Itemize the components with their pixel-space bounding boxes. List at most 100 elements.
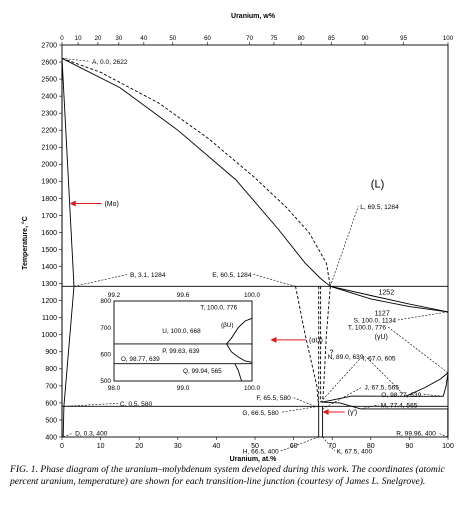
bottom-axis: 0 10 20 30 40 50 60 70 80 90 100 bbox=[60, 437, 454, 450]
point-label: S, 100.0, 1134 bbox=[354, 317, 397, 324]
leader-line bbox=[63, 432, 74, 438]
phase-boundary-line bbox=[61, 57, 331, 287]
leader-line bbox=[280, 406, 319, 413]
x-tick-label: 0 bbox=[60, 443, 64, 450]
x-tick-label: 10 bbox=[97, 443, 105, 450]
y-tick-label: 2200 bbox=[41, 128, 57, 135]
top-axis-title: Uranium, w% bbox=[231, 13, 276, 20]
inset-top-label: 100.0 bbox=[244, 292, 260, 299]
x-tick-label: 30 bbox=[174, 443, 182, 450]
inset-x-tick-label: 99.0 bbox=[177, 385, 190, 392]
x-tick-label: 40 bbox=[213, 443, 221, 450]
phase-boundary-line bbox=[322, 395, 444, 403]
inset-top-label: 99.2 bbox=[108, 292, 121, 299]
point-label: T, 100.0, 776 bbox=[348, 324, 386, 331]
y-tick-label: 1100 bbox=[42, 315, 57, 322]
inset-point-label: U, 100.0, 668 bbox=[162, 328, 201, 335]
phase-label: (Mo) bbox=[104, 201, 118, 208]
arrowhead bbox=[69, 200, 76, 207]
y-tick-label: 2500 bbox=[41, 76, 57, 83]
phase-label: (L) bbox=[371, 178, 384, 190]
arrowhead bbox=[322, 408, 329, 415]
phase-boundary-line bbox=[320, 401, 361, 410]
inset-x-tick-label: 98.0 bbox=[108, 385, 121, 392]
inset-line bbox=[226, 317, 253, 345]
inset-point-label: P, 99.63, 639 bbox=[162, 348, 200, 355]
point-label: A, 0.0, 2622 bbox=[92, 59, 128, 66]
phase-boundary-line bbox=[330, 285, 449, 313]
point-label: J, 67.5, 565 bbox=[365, 384, 400, 391]
point-label: O, 98.77, 639 bbox=[381, 392, 421, 399]
inset-point-label: O, 98.77, 639 bbox=[121, 356, 160, 363]
inset-point-label: T, 100.0, 776 bbox=[200, 305, 237, 312]
top-tick-label: 90 bbox=[362, 35, 369, 42]
leader-line bbox=[360, 404, 379, 410]
y-tick-label: 2300 bbox=[41, 111, 57, 118]
point-label: C, 0.5, 580 bbox=[120, 401, 153, 408]
point-label: R, 99.96, 400 bbox=[396, 431, 436, 438]
top-tick-label: 75 bbox=[270, 35, 277, 42]
y-tick-label: 1700 bbox=[41, 213, 57, 220]
x-tick-label: 20 bbox=[135, 443, 143, 450]
y-tick-label: 500 bbox=[45, 417, 57, 424]
phase-boundary-line bbox=[61, 57, 331, 287]
point-labels: A, 0.0, 2622 B, 3.1, 1284 C, 0.5, 580 D, 0.… bbox=[61, 57, 449, 456]
top-tick-label: 10 bbox=[75, 35, 82, 42]
leader-line bbox=[437, 432, 448, 438]
inset-y-tick-label: 700 bbox=[100, 325, 111, 332]
leader-line bbox=[365, 356, 406, 397]
plot-frame bbox=[61, 44, 449, 438]
top-tick-label: 80 bbox=[298, 35, 305, 42]
y-tick-label: 1600 bbox=[41, 230, 57, 237]
point-label: B, 3.1, 1284 bbox=[130, 272, 166, 279]
phase-label: (γ') bbox=[348, 409, 358, 416]
y-tick-label: 1400 bbox=[41, 264, 57, 271]
top-tick-label: 100 bbox=[443, 35, 454, 42]
y-axis-title: Temperature, °C bbox=[21, 216, 29, 270]
point-label: K, 67.5, 400 bbox=[337, 449, 373, 456]
phase-boundary-line bbox=[295, 286, 320, 407]
y-tick-label: 1300 bbox=[41, 281, 57, 288]
y-tick-label: 800 bbox=[45, 366, 57, 373]
phase-boundary-line bbox=[330, 285, 449, 313]
inset-line bbox=[234, 363, 243, 382]
leader-line bbox=[320, 357, 361, 403]
y-tick-label: 2100 bbox=[41, 145, 57, 152]
leader-line bbox=[73, 274, 129, 287]
leader-line bbox=[280, 436, 319, 452]
inset-point-label: Q, 99.94, 565 bbox=[183, 368, 222, 375]
x-tick-label: 100 bbox=[442, 443, 454, 450]
y-tick-label: 2700 bbox=[41, 42, 57, 49]
y-tick-label: 700 bbox=[45, 383, 57, 390]
phase-diagram: Uranium, w% 0 10 20 30 40 50 60 70 75 80 85 90 95 100… bbox=[21, 13, 454, 463]
leader-line bbox=[322, 386, 363, 410]
y-tick-label: 1000 bbox=[41, 332, 57, 339]
arrowhead bbox=[270, 336, 277, 343]
y-tick-label: 600 bbox=[45, 400, 57, 407]
top-tick-label: 30 bbox=[115, 35, 122, 42]
leader-line bbox=[387, 326, 449, 374]
leader-line bbox=[253, 274, 296, 287]
inset-x-tick-label: 100.0 bbox=[244, 385, 260, 392]
left-axis: 400 500 600 700 800 900 1000 1100 1200 1300 1400 15… bbox=[41, 42, 62, 441]
top-tick-label: 40 bbox=[140, 35, 147, 42]
plot-lines bbox=[61, 57, 449, 438]
point-label: G, 66.5, 580 bbox=[242, 410, 279, 417]
y-tick-label: 2400 bbox=[41, 94, 57, 101]
phase-boundary-line bbox=[322, 286, 331, 403]
x-tick-label: 60 bbox=[290, 443, 298, 450]
point-label: D, 0.3, 400 bbox=[75, 431, 108, 438]
point-label: M, 77.4, 565 bbox=[381, 402, 418, 409]
point-label: L, 69.5, 1284 bbox=[360, 204, 399, 211]
point-label: E, 60.5, 1284 bbox=[212, 272, 252, 279]
top-tick-label: 85 bbox=[328, 35, 335, 42]
phase-boundary-line bbox=[405, 372, 449, 397]
top-tick-label: 0 bbox=[60, 35, 64, 42]
y-tick-label: 1900 bbox=[41, 179, 57, 186]
phase-label: 1127 bbox=[375, 311, 390, 318]
point-label: I, 67.0, 605 bbox=[363, 356, 396, 363]
phase-boundary-line bbox=[442, 372, 449, 397]
y-tick-label: 1200 bbox=[41, 298, 57, 305]
phase-label: (γU) bbox=[375, 334, 388, 341]
